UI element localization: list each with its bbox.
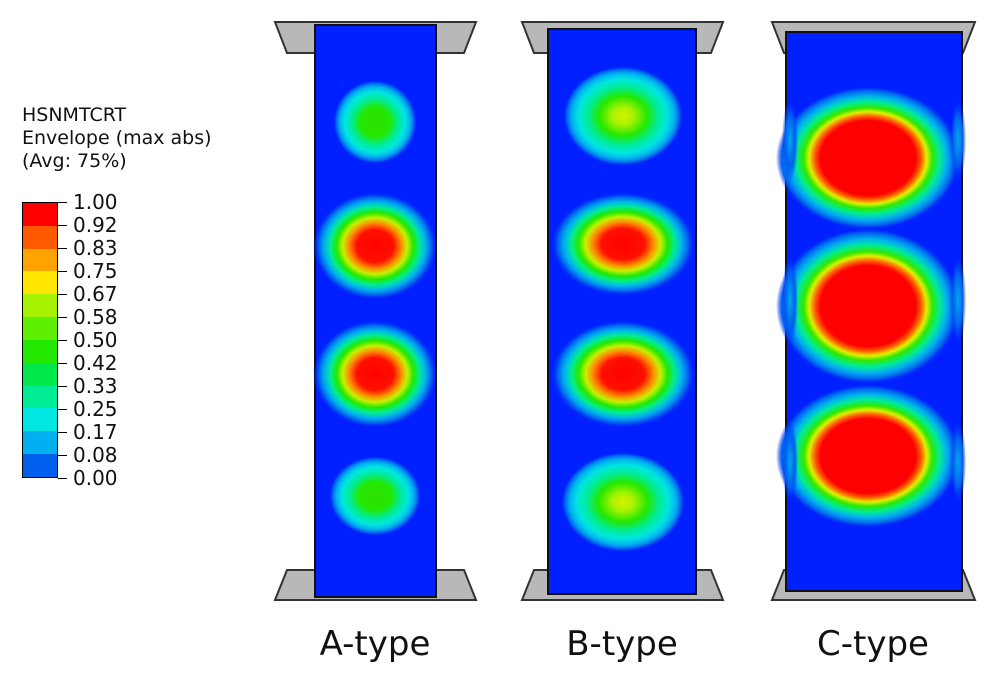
legend-swatch [23,362,57,386]
legend-tick-label: 0.67 [73,282,118,306]
stress-zone [551,192,695,296]
stress-zone [561,452,685,552]
panel-c [770,21,977,601]
edge-stress-zone [950,420,966,504]
legend-title-line-3: (Avg: 75%) [22,150,127,172]
stress-zone [551,320,695,428]
legend-tick-label: 0.08 [73,443,118,467]
panel-label-b: B-type [566,624,678,664]
legend-tick-label: 0.25 [73,397,118,421]
legend-swatch [23,408,57,432]
color-legend-bar [22,202,58,478]
legend-tick-label: 0.17 [73,420,118,444]
edge-stress-zone [782,254,798,346]
legend-tick-label: 0.42 [73,351,118,375]
edge-stress-zone [782,98,798,182]
legend-tick-label: 0.83 [73,236,118,260]
stress-zone [563,66,683,166]
edge-stress-zone [950,98,966,182]
legend-swatch [23,203,57,226]
stress-zone [776,228,960,384]
legend-tick-label: 0.92 [73,213,118,237]
legend-title-line-2: Envelope (max abs) [22,127,212,149]
legend-swatch [23,454,57,477]
legend-tick-label: 1.00 [73,190,118,214]
legend-swatch [23,317,57,340]
stress-zone [313,320,437,428]
legend-tick-label: 0.58 [73,305,118,329]
panel-a [273,21,478,601]
edge-stress-zone [950,254,966,346]
legend-title: HSNMTCRT Envelope (max abs) (Avg: 75%) [22,104,212,173]
legend-title-line-1: HSNMTCRT [22,104,127,126]
legend-tick-label: 0.75 [73,259,118,283]
edge-stress-zone [782,420,798,504]
legend-tick-label: 0.33 [73,374,118,398]
legend-swatch [23,225,57,249]
legend-swatch [23,248,57,272]
legend-swatch [23,385,57,409]
legend-swatch [23,431,57,455]
stress-zone [776,384,960,528]
stress-zone [776,86,960,230]
legend-tick-label: 0.00 [73,466,118,490]
stress-zone [329,456,421,536]
stress-zone [333,80,417,164]
legend-swatch [23,339,57,363]
panel-b [520,21,725,601]
legend-swatch [23,294,57,318]
stress-zone [313,192,437,300]
panel-label-a: A-type [319,624,431,664]
legend-swatch [23,271,57,295]
legend-tick-label: 0.50 [73,328,118,352]
panel-label-c: C-type [817,624,929,664]
